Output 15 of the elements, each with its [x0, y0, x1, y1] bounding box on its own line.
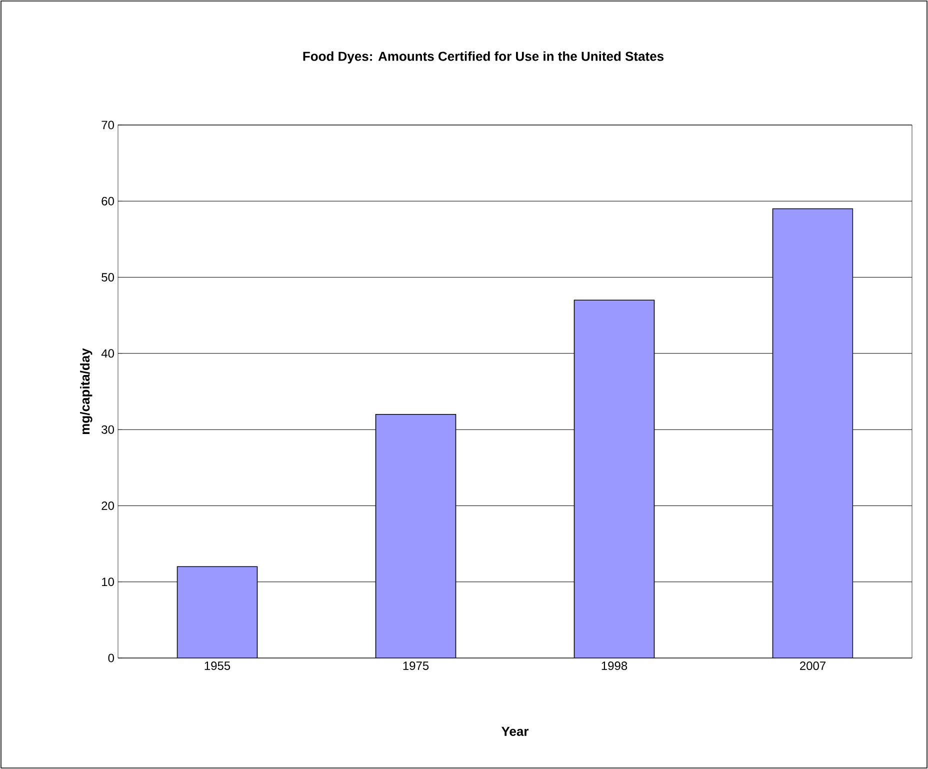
y-tick-label: 30 [102, 425, 114, 434]
x-tick-label: 1955 [204, 662, 230, 670]
x-tick-label: 1975 [403, 662, 429, 670]
x-tick-label: 2007 [800, 662, 826, 670]
y-tick-label: 70 [102, 120, 114, 130]
y-tick-label: 10 [102, 578, 114, 586]
x-tick-label: 1998 [602, 662, 628, 670]
y-tick-label: 50 [102, 273, 114, 282]
chart-title: Food Dyes: Amounts Certified for Use in the United States [303, 51, 664, 64]
y-tick-label: 20 [102, 501, 114, 510]
y-tick-label: 0 [108, 654, 114, 662]
x-axis-title: Year [501, 726, 529, 736]
y-axis-title: mg/capita/day [80, 348, 92, 434]
y-tick-label: 40 [101, 349, 114, 358]
y-tick-label: 60 [102, 196, 114, 206]
